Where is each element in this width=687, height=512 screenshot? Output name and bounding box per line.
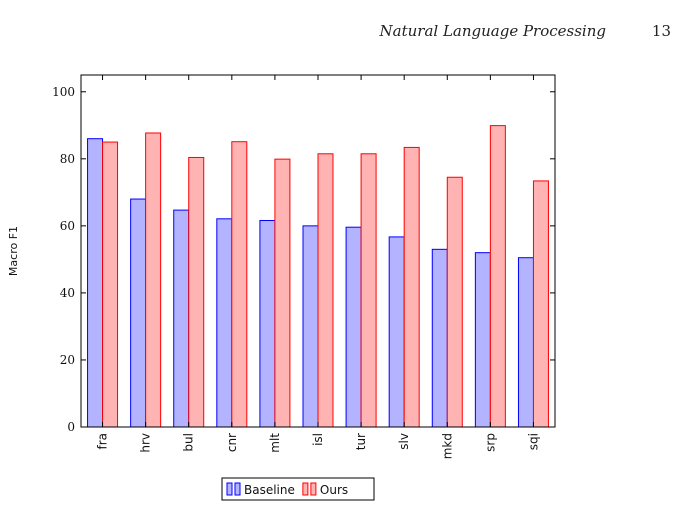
running-head: Natural Language Processing 13 — [0, 22, 687, 42]
page-number: 13 — [651, 22, 671, 40]
bar-ours-hrv — [145, 132, 162, 428]
bar-baseline-slv — [388, 236, 405, 428]
legend-swatch-ours — [310, 482, 317, 496]
bar-baseline-srp — [474, 252, 491, 428]
legend-label-ours: Ours — [320, 483, 348, 497]
legend-swatch-baseline — [226, 482, 233, 496]
legend-label-baseline: Baseline — [244, 483, 295, 497]
x-tick-label-fra: fra — [96, 433, 110, 450]
bar-baseline-tur — [345, 226, 362, 428]
y-tick-label: 80 — [60, 152, 75, 166]
bar-ours-bul — [188, 156, 205, 428]
x-tick-label-tur: tur — [354, 433, 368, 450]
x-tick-label-cnr: cnr — [225, 433, 239, 452]
x-tick-label-mlt: mlt — [268, 433, 282, 453]
x-tick-label-isl: isl — [311, 433, 325, 446]
x-tick-label-srp: srp — [483, 433, 497, 452]
x-tick-label-slv: slv — [397, 433, 411, 450]
chart-marks — [87, 125, 549, 428]
bar-ours-slv — [403, 146, 420, 428]
x-tick-label-bul: bul — [182, 433, 196, 452]
y-tick-label: 60 — [60, 219, 75, 233]
y-tick-label: 100 — [52, 85, 75, 99]
y-tick-label: 40 — [60, 286, 75, 300]
bar-ours-mlt — [274, 158, 291, 428]
bar-baseline-hrv — [130, 198, 147, 428]
legend-box — [221, 477, 375, 501]
bar-baseline-fra — [87, 138, 104, 428]
bar-baseline-mkd — [431, 248, 448, 428]
bar-baseline-bul — [173, 209, 190, 428]
y-axis-label: Macro F1 — [7, 226, 20, 276]
x-tick-label-sqi: sqi — [526, 433, 540, 450]
bar-ours-fra — [102, 141, 119, 428]
bar-ours-cnr — [231, 141, 248, 428]
y-tick-label: 0 — [67, 420, 75, 434]
legend-swatch-baseline — [234, 482, 241, 496]
bar-ours-tur — [360, 153, 377, 428]
bar-baseline-mlt — [259, 219, 276, 428]
bar-baseline-cnr — [216, 218, 233, 428]
bar-ours-sqi — [532, 180, 549, 428]
bar-baseline-sqi — [517, 257, 534, 428]
y-tick-label: 20 — [60, 353, 75, 367]
x-tick-label-mkd: mkd — [440, 433, 454, 459]
journal-title: Natural Language Processing — [379, 22, 606, 40]
legend-swatch-ours — [302, 482, 309, 496]
bar-ours-isl — [317, 153, 334, 428]
chart-axes: 0 20 40 60 80 100 fra hrv bul cnr mlt isl tur slv mkd s… — [52, 75, 555, 459]
bar-ours-srp — [489, 125, 506, 428]
bar-ours-mkd — [446, 176, 463, 428]
legend: Baseline Ours — [221, 477, 375, 501]
x-tick-label-hrv: hrv — [139, 433, 153, 453]
bar-baseline-isl — [302, 225, 319, 428]
